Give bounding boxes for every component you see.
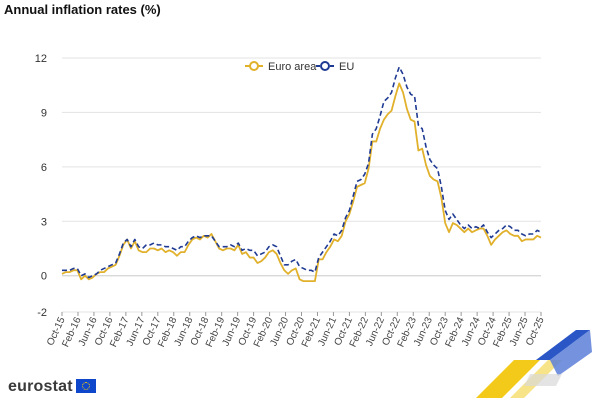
y-axis-ticks: -2 0 3 6 9 12 (35, 53, 47, 319)
legend-item-euro-area[interactable]: Euro area (245, 61, 317, 73)
series-line-euro-area[interactable] (61, 82, 542, 283)
y-tick-label: 3 (41, 216, 47, 228)
legend-label-eu: EU (339, 61, 354, 73)
legend[interactable]: Euro area EU (245, 61, 354, 73)
legend-item-eu[interactable]: EU (316, 61, 354, 73)
eu-flag-icon (75, 379, 96, 393)
series-line-eu[interactable] (62, 66, 542, 279)
eurostat-logo: eurostat (8, 378, 96, 396)
y-tick-label: -2 (37, 307, 47, 319)
y-tick-label: 9 (41, 107, 47, 119)
brand-name: eurostat (8, 378, 73, 395)
decorative-ribbon-icon (476, 330, 592, 398)
legend-label-euro-area: Euro area (268, 61, 317, 73)
series-lines (61, 66, 542, 283)
y-tick-label: 6 (41, 162, 47, 174)
chart-title: Annual inflation rates (%) (4, 2, 161, 17)
y-tick-label: 0 (41, 271, 47, 283)
gridlines (62, 57, 541, 313)
y-tick-label: 12 (35, 53, 47, 65)
